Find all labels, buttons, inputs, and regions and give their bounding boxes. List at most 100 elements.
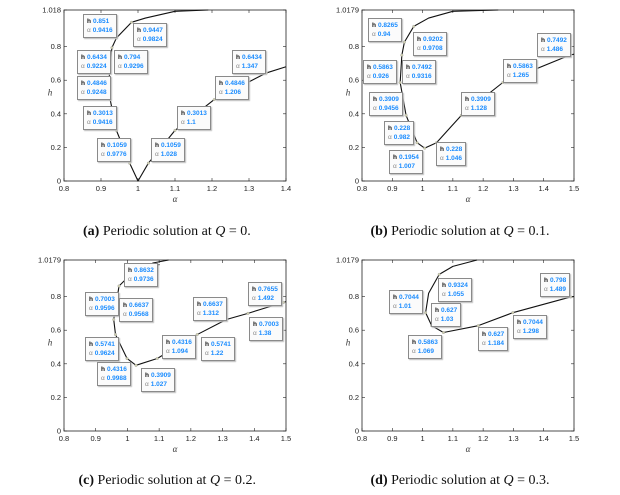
datatip-h-key: h (435, 307, 439, 314)
datatip-marker (246, 311, 250, 315)
datatip-alpha-key: α (253, 330, 257, 337)
datatip-h-row: h 0.6637 (197, 300, 223, 309)
datatip-h-value: 0.8632 (133, 267, 154, 274)
datatip-h-key: h (253, 321, 257, 328)
datatip-alpha-value: 1.38 (258, 330, 272, 337)
datatip-h-value: 0.5741 (94, 341, 115, 348)
datatip-h-key: h (123, 302, 127, 309)
datatip-box: h 0.7044 α 1.01 (389, 290, 423, 314)
x-tick-label: 1.4 (281, 184, 291, 193)
datatip-alpha-row: α 0.9416 (87, 26, 113, 35)
datatip-alpha-value: 0.9316 (411, 73, 432, 80)
datatip-h-value: 0.4316 (106, 366, 127, 373)
datatip-marker (424, 311, 428, 315)
subfigure-caption: (d) Periodic solution at Q = 0.3. (371, 473, 550, 489)
datatip-h-key: h (166, 339, 170, 346)
datatip-h-row: h 0.3909 (465, 95, 491, 104)
datatip-box: h 0.627 α 1.03 (431, 303, 462, 327)
datatip-marker (404, 113, 408, 117)
datatip-alpha-row: α 1.184 (482, 339, 504, 348)
datatip-box: h 0.1059 α 0.9776 (97, 138, 131, 162)
datatip-h-row: h 0.6434 (236, 53, 262, 62)
datatip-h-row: h 0.9324 (442, 281, 468, 290)
datatip-alpha-value: 0.9708 (422, 45, 443, 52)
y-tick-label: 0.4 (349, 109, 359, 118)
x-tick-label: 0.9 (96, 184, 106, 193)
datatip-box: h 0.5741 α 0.9624 (85, 337, 119, 361)
datatip-alpha-key: α (205, 350, 209, 357)
datatip-h-value: 0.9202 (422, 36, 443, 43)
datatip-alpha-value: 0.9456 (378, 105, 399, 112)
datatip-box: h 0.7492 α 0.9316 (402, 60, 436, 84)
datatip-marker (402, 40, 406, 44)
x-tick-label: 1.1 (448, 184, 458, 193)
datatip-h-row: h 0.7044 (393, 293, 419, 302)
datatip-marker (117, 284, 121, 288)
datatip-alpha-key: α (123, 311, 127, 318)
datatip-alpha-row: α 1.38 (253, 329, 279, 338)
datatip-alpha-row: α 0.9568 (123, 310, 149, 319)
datatip-h-row: h 0.794 (118, 53, 144, 62)
datatip-marker (146, 161, 150, 165)
datatip-h-key: h (89, 341, 93, 348)
datatip-box: h 0.5863 α 0.926 (363, 60, 397, 84)
datatip-alpha-key: α (367, 73, 371, 80)
datatip-h-value: 0.1954 (398, 154, 419, 161)
x-tick-label: 1.1 (154, 434, 164, 443)
y-tick-label: 1.0179 (336, 6, 359, 15)
datatip-alpha-key: α (372, 31, 376, 38)
datatip-marker (511, 311, 515, 315)
datatip-h-key: h (155, 142, 159, 149)
y-tick-label: 0.8 (349, 42, 359, 51)
x-tick-label: 1.4 (538, 184, 548, 193)
x-tick-label: 1.4 (538, 434, 548, 443)
datatip-alpha-value: 1.265 (512, 72, 530, 79)
x-tick-label: 1.5 (569, 184, 579, 193)
datatip-h-key: h (205, 341, 209, 348)
datatip-h-value: 0.4316 (171, 339, 192, 346)
subfigure-caption: (a) Periodic solution at Q = 0. (83, 224, 251, 240)
datatip-alpha-row: α 0.9248 (81, 88, 107, 97)
datatip-alpha-row: α 0.9736 (128, 275, 154, 284)
x-tick-label: 1.2 (478, 434, 488, 443)
caption-text: Periodic solution at (102, 224, 212, 239)
y-tick-label: 0 (57, 427, 61, 436)
datatip-h-row: h 0.627 (435, 306, 457, 315)
y-tick-label: 0.6 (349, 76, 359, 85)
datatip-alpha-row: α 0.9456 (373, 104, 399, 113)
datatip-alpha-key: α (101, 375, 105, 382)
datatip-marker (128, 161, 132, 165)
datatip-h-value: 0.7003 (258, 321, 279, 328)
datatip-h-value: 0.3013 (186, 110, 207, 117)
datatip-h-row: h 0.8632 (128, 266, 154, 275)
y-axis-label: h (346, 338, 351, 348)
datatip-box: h 0.1954 α 1.007 (389, 150, 423, 174)
datatip-h-key: h (145, 372, 149, 379)
datatip-h-row: h 0.1059 (155, 141, 181, 150)
x-tick-label: 1.1 (448, 434, 458, 443)
caption-label: (d) (370, 473, 388, 488)
datatip-h-key: h (128, 267, 132, 274)
x-tick-label: 1.5 (569, 434, 579, 443)
datatip-alpha-key: α (388, 134, 392, 141)
datatip-alpha-row: α 0.9824 (137, 35, 163, 44)
datatip-alpha-row: α 1.486 (541, 45, 567, 54)
datatip-h-row: h 0.4846 (81, 79, 107, 88)
datatip-h-key: h (544, 277, 548, 284)
datatip-h-key: h (373, 96, 377, 103)
datatip-h-value: 0.7492 (411, 64, 432, 71)
datatip-alpha-row: α 0.926 (367, 72, 393, 81)
datatip-box: h 0.794 α 0.9296 (114, 50, 148, 74)
datatip-alpha-key: α (128, 276, 132, 283)
datatip-h-row: h 0.9202 (417, 35, 443, 44)
datatip-alpha-key: α (252, 295, 256, 302)
datatip-alpha-row: α 0.9224 (81, 62, 107, 71)
subfigure-caption: (b) Periodic solution at Q = 0.1. (371, 224, 550, 240)
caption-variable: Q (503, 224, 514, 239)
datatip-alpha-value: 0.9596 (94, 305, 115, 312)
datatip-alpha-value: 1.069 (417, 348, 435, 355)
datatip-box: h 0.9202 α 0.9708 (413, 32, 447, 56)
datatip-h-row: h 0.7003 (89, 295, 115, 304)
datatip-alpha-row: α 0.9776 (101, 150, 127, 159)
datatip-alpha-value: 0.9736 (133, 276, 154, 283)
